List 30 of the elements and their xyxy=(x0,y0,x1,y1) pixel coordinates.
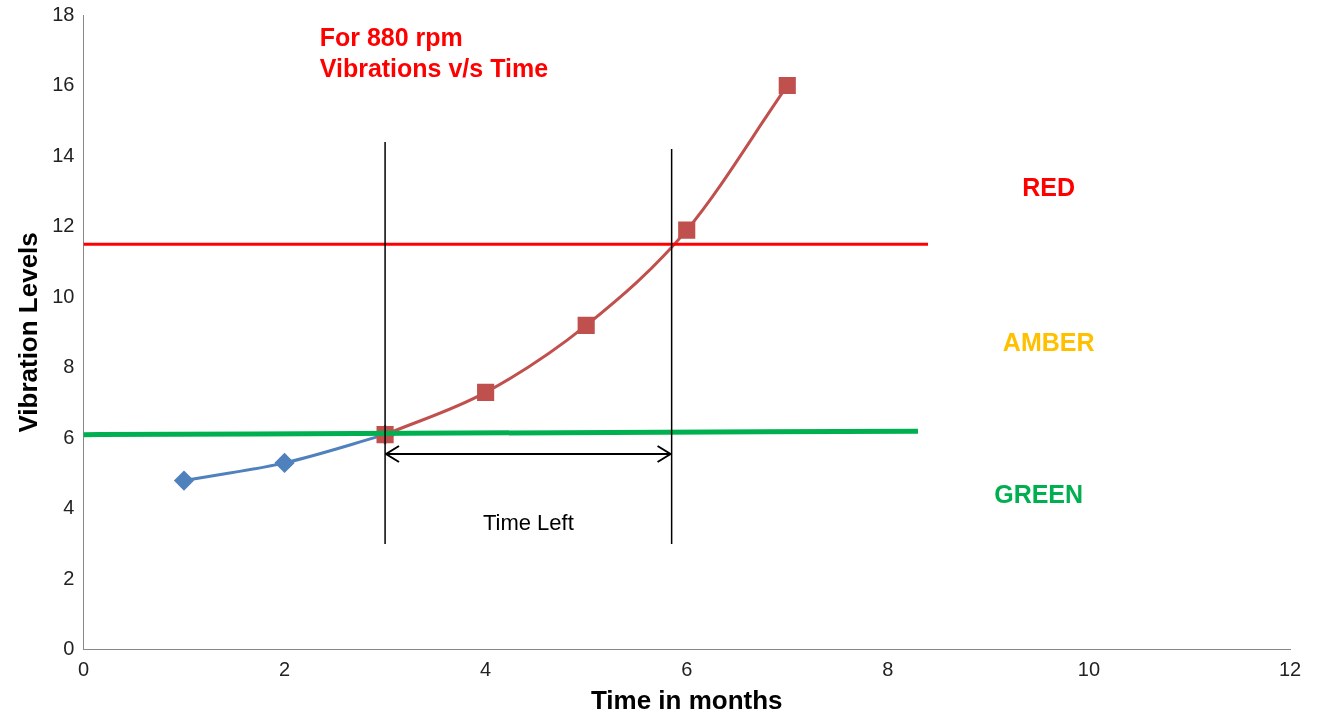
point xyxy=(778,76,796,95)
text: RED xyxy=(1022,173,1076,202)
y-tick-label: 12 xyxy=(52,214,75,237)
y-axis-title: Vibration Levels xyxy=(12,232,43,433)
point xyxy=(678,221,696,239)
x-tick-label: 12 xyxy=(1278,658,1302,681)
x-tick-label: 10 xyxy=(1077,658,1101,681)
y-tick-label: 8 xyxy=(63,355,75,378)
point xyxy=(477,383,495,401)
y-tick-label: 14 xyxy=(52,143,75,166)
point xyxy=(577,316,595,334)
y-tick-label: 0 xyxy=(63,637,75,660)
y-tick-label: 16 xyxy=(52,73,75,96)
x-tick-label: 4 xyxy=(480,658,492,681)
y-tick-label: 4 xyxy=(63,496,75,519)
text: GREEN xyxy=(994,480,1084,509)
x-tick-label: 8 xyxy=(882,658,894,681)
x-axis-title: Time in months xyxy=(590,684,783,715)
annotation: AMBER xyxy=(1002,328,1095,357)
x-tick-label: 6 xyxy=(681,658,693,681)
point xyxy=(275,453,295,473)
text: For 880 rpm Vibrations v/s Time xyxy=(319,22,549,85)
point xyxy=(174,471,194,491)
y-tick-label: 6 xyxy=(63,425,75,448)
y-tick-label: 18 xyxy=(52,2,75,25)
y-tick-label: 2 xyxy=(63,566,75,589)
x-tick-label: 2 xyxy=(278,658,291,681)
annotation: Time Left xyxy=(482,510,574,536)
y-tick-label: 10 xyxy=(52,284,75,307)
x-tick-label: 0 xyxy=(77,658,90,681)
